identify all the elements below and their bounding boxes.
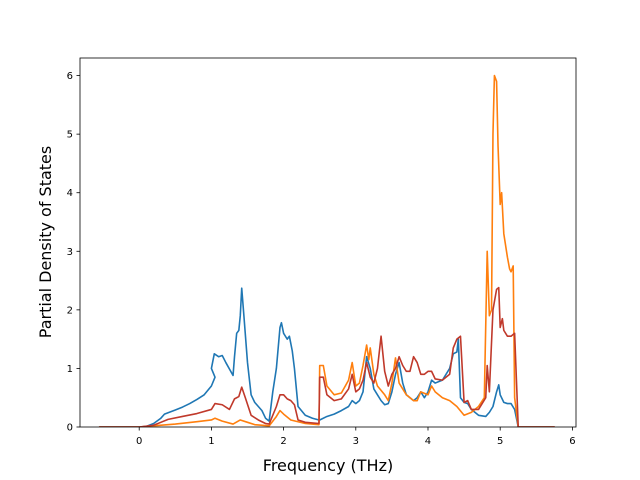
- y-axis-ticks: 0 1 2 3 4 5 6: [67, 71, 80, 434]
- y-tick-label: 4: [67, 188, 73, 199]
- y-tick-label: 5: [67, 130, 73, 141]
- series-layer: [98, 74, 556, 427]
- x-tick-label: 5: [497, 436, 503, 447]
- y-tick-label: 6: [67, 71, 73, 82]
- y-tick-label: 0: [67, 423, 73, 434]
- y-tick-label: 3: [67, 247, 73, 258]
- series-line-1: [98, 287, 556, 427]
- x-tick-label: 0: [136, 436, 142, 447]
- x-axis-ticks: 0 1 2 3 4 5 6: [136, 427, 576, 447]
- y-tick-label: 1: [67, 364, 73, 375]
- x-tick-label: 4: [425, 436, 431, 447]
- plot-frame: [79, 57, 577, 428]
- x-tick-label: 2: [280, 436, 286, 447]
- x-tick-label: 3: [353, 436, 359, 447]
- x-axis-label: Frequency (THz): [263, 456, 393, 475]
- series-line-3: [98, 286, 556, 427]
- y-tick-label: 2: [67, 305, 73, 316]
- series-line-2: [98, 74, 556, 427]
- x-tick-label: 1: [208, 436, 214, 447]
- y-axis-label: Partial Density of States: [36, 146, 55, 338]
- x-tick-label: 6: [569, 436, 575, 447]
